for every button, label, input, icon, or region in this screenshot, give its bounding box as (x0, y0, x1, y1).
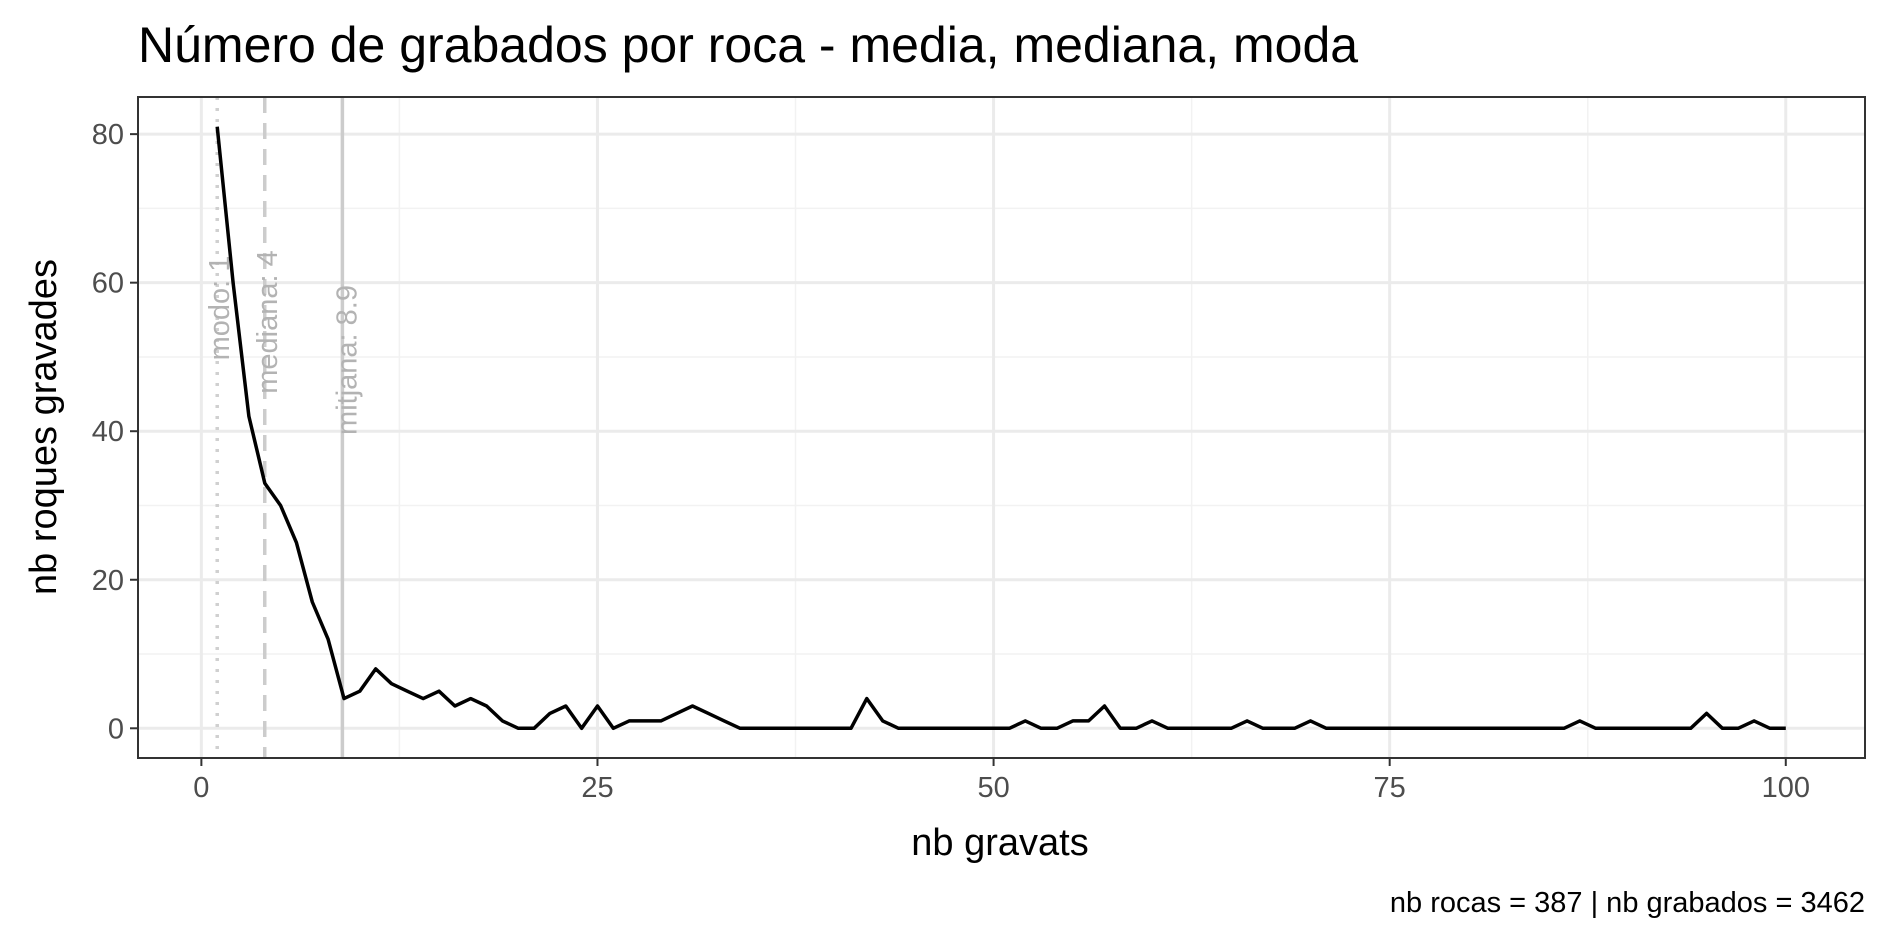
y-tick-label: 80 (92, 119, 124, 151)
reference-line-label: mediana: 4 (252, 250, 284, 394)
x-tick-label: 0 (193, 772, 209, 804)
reference-line-label: mitjana: 8.9 (331, 285, 363, 435)
x-axis-title: nb gravats (911, 822, 1088, 864)
grid (138, 97, 1865, 758)
y-tick-label: 0 (108, 713, 124, 745)
plot-panel-border (137, 96, 1866, 759)
series-layer (215, 126, 1786, 731)
chart-caption: nb rocas = 387 | nb grabados = 3462 (1390, 887, 1865, 919)
chart-title: Número de grabados por roca - media, med… (138, 17, 1358, 73)
x-tick-label: 75 (1374, 772, 1406, 804)
y-axis-title: nb roques gravades (23, 259, 65, 595)
y-tick-label: 60 (92, 268, 124, 300)
x-tick-label: 25 (581, 772, 613, 804)
reference-lines: modo: 1 mediana: 4 mitjana: 8.9 (204, 97, 363, 758)
x-axis: 0 25 50 75 100 (193, 758, 1810, 804)
x-tick-label: 100 (1762, 772, 1810, 804)
y-axis: 0 20 40 60 80 (92, 119, 138, 745)
x-tick-label: 50 (977, 772, 1009, 804)
y-tick-label: 40 (92, 416, 124, 448)
series-line (215, 126, 1786, 731)
y-tick-label: 20 (92, 565, 124, 597)
